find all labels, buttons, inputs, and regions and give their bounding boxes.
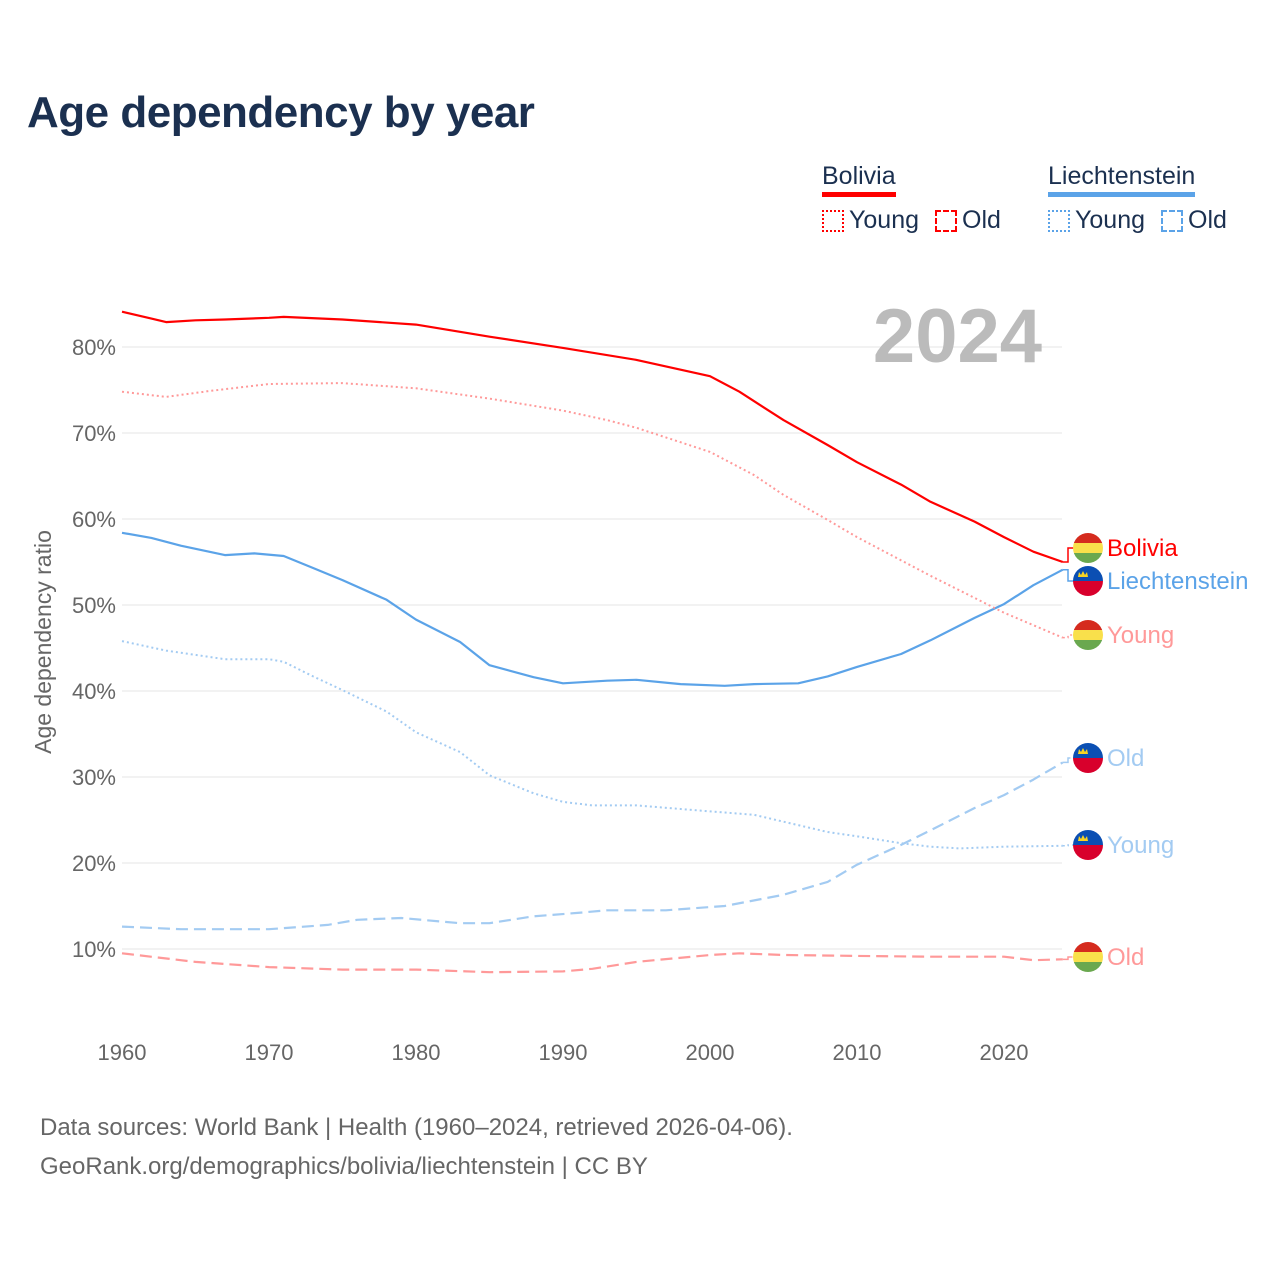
legend-item-bolivia-old[interactable]: Old <box>935 206 1001 235</box>
label-connector <box>1062 568 1074 582</box>
label-connector <box>1062 844 1074 847</box>
legend-country-label: Liechtenstein <box>1048 162 1196 190</box>
series-end-label: Old <box>1107 745 1144 772</box>
y-tick-label: 10% <box>72 937 116 962</box>
legend-item-liechtenstein-young[interactable]: Young <box>1048 206 1145 235</box>
label-connector <box>1062 547 1074 563</box>
series-end-label: Bolivia <box>1107 535 1178 562</box>
legend-liechtenstein: Liechtenstein Young Old <box>1048 162 1227 235</box>
series-end-label: Old <box>1107 944 1144 971</box>
x-tick-label: 2020 <box>980 1040 1029 1065</box>
legend-country-liechtenstein[interactable]: Liechtenstein <box>1048 162 1196 198</box>
source-line-2[interactable]: GeoRank.org/demographics/bolivia/liechte… <box>40 1153 648 1180</box>
x-tick-label: 1980 <box>392 1040 441 1065</box>
legend-item-bolivia-young[interactable]: Young <box>822 206 919 235</box>
year-watermark: 2024 <box>873 294 1042 379</box>
series-end-label: Young <box>1107 622 1174 649</box>
y-tick-label: 50% <box>72 593 116 618</box>
y-axis-label: Age dependency ratio <box>30 530 56 754</box>
legend-label: Old <box>1188 206 1227 234</box>
liechtenstein-flag-icon <box>1073 743 1103 773</box>
source-note: Data sources: World Bank | Health (1960–… <box>40 1108 793 1186</box>
bolivia-flag-icon <box>1073 620 1103 650</box>
series-line-liechtenstein[interactable] <box>121 531 1064 687</box>
x-tick-label: 1960 <box>98 1040 147 1065</box>
y-tick-label: 40% <box>72 679 116 704</box>
legend-label: Young <box>849 206 919 234</box>
x-tick-label: 2010 <box>833 1040 882 1065</box>
label-connector <box>1062 757 1074 764</box>
series-line-liechtenstein-old[interactable] <box>121 761 1064 931</box>
dotted-swatch-icon <box>822 209 844 232</box>
label-connector <box>1062 956 1074 961</box>
dashed-swatch-icon <box>1161 209 1183 232</box>
bolivia-flag-icon <box>1073 533 1103 563</box>
liechtenstein-flag-icon <box>1073 830 1103 860</box>
legend-color-bar <box>822 192 896 197</box>
y-tick-label: 70% <box>72 421 116 446</box>
y-tick-label: 60% <box>72 507 116 532</box>
y-tick-label: 20% <box>72 851 116 876</box>
legend-country-label: Bolivia <box>822 162 896 190</box>
source-line-1: Data sources: World Bank | Health (1960–… <box>40 1114 793 1141</box>
legend-bolivia: Bolivia Young Old <box>822 162 1001 235</box>
y-tick-label: 30% <box>72 765 116 790</box>
y-tick-label: 80% <box>72 335 116 360</box>
legend-label: Young <box>1075 206 1145 234</box>
legend-item-liechtenstein-old[interactable]: Old <box>1161 206 1227 235</box>
legend-country-bolivia[interactable]: Bolivia <box>822 162 896 198</box>
liechtenstein-flag-icon <box>1073 566 1103 596</box>
dashed-swatch-icon <box>935 209 957 232</box>
series-end-label: Liechtenstein <box>1107 568 1248 595</box>
x-tick-label: 1970 <box>245 1040 294 1065</box>
x-tick-label: 2000 <box>686 1040 735 1065</box>
series-line-liechtenstein-young[interactable] <box>121 640 1063 850</box>
bolivia-flag-icon <box>1073 942 1103 972</box>
series-line-bolivia[interactable] <box>121 310 1064 564</box>
dotted-swatch-icon <box>1048 209 1070 232</box>
legend-color-bar <box>1048 192 1196 197</box>
series-end-label: Young <box>1107 832 1174 859</box>
label-connector <box>1062 634 1074 639</box>
legend-label: Old <box>962 206 1001 234</box>
series-line-bolivia-young[interactable] <box>121 382 1064 639</box>
chart-title: Age dependency by year <box>27 88 535 137</box>
series-line-bolivia-old[interactable] <box>121 952 1063 974</box>
x-tick-label: 1990 <box>539 1040 588 1065</box>
